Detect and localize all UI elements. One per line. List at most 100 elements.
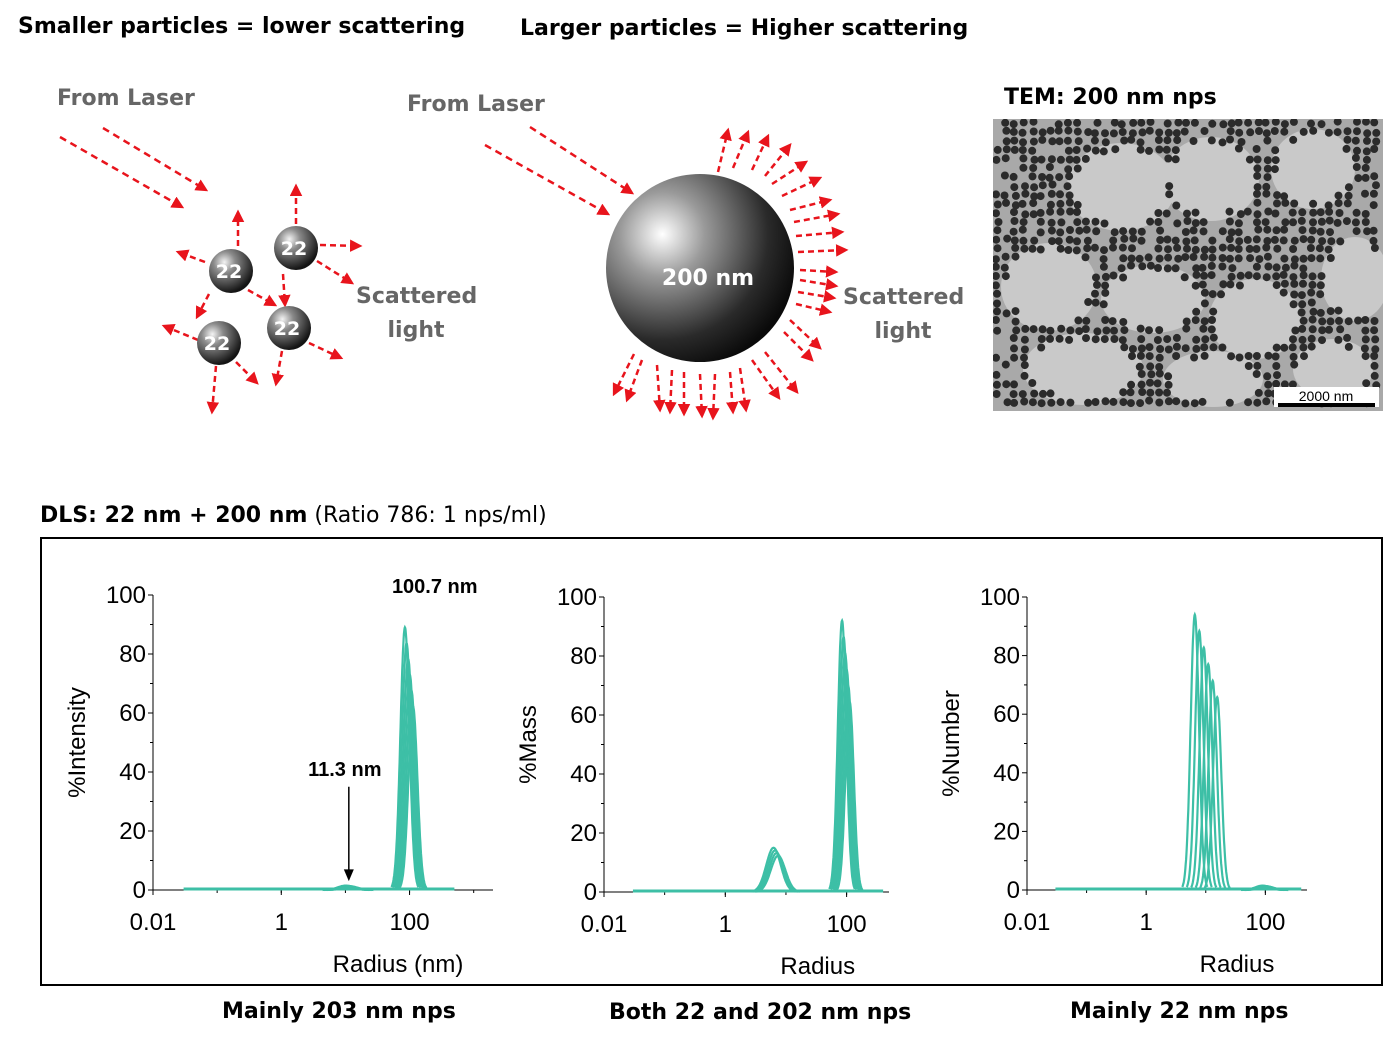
tem-particle	[1011, 146, 1019, 154]
tem-particle	[1037, 228, 1045, 236]
tem-particle	[1300, 317, 1308, 325]
tem-particle	[1192, 282, 1200, 290]
tem-particle	[1370, 326, 1378, 334]
tem-particle	[1316, 244, 1324, 252]
tem-particle	[1010, 120, 1018, 128]
tem-particle	[1263, 226, 1271, 234]
tem-particle	[1325, 326, 1333, 334]
tem-particle	[1272, 362, 1280, 370]
tem-particle	[1289, 245, 1297, 253]
tem-particle	[1057, 218, 1065, 226]
y-axis-label: %Intensity	[64, 687, 91, 798]
tem-particle	[1253, 164, 1261, 172]
tem-particle	[1352, 137, 1360, 145]
scatter-arrow	[782, 178, 820, 196]
tem-particle	[1335, 199, 1343, 207]
tem-particle	[1119, 254, 1127, 262]
tem-particle	[1192, 336, 1200, 344]
tem-particle	[1120, 326, 1128, 334]
tem-particle	[1253, 272, 1261, 280]
dls-title-bold: DLS: 22 nm + 200 nm	[40, 503, 307, 528]
tem-particle	[1047, 127, 1055, 135]
tem-particle	[1300, 235, 1308, 243]
tem-particle	[1228, 273, 1236, 281]
tem-particle	[1226, 136, 1234, 144]
tem-particle	[1164, 120, 1172, 128]
tem-particle	[1109, 237, 1117, 245]
tem-particle	[1073, 119, 1081, 127]
tem-particle	[1154, 336, 1162, 344]
tem-particle	[1002, 380, 1010, 388]
tem-particle	[1163, 210, 1171, 218]
tem-particle	[1127, 136, 1135, 144]
tem-particle	[1019, 138, 1027, 146]
number-chart: 0204060801000.011100%NumberRadius	[925, 570, 1345, 982]
tem-particle	[1226, 218, 1234, 226]
tem-particle	[1019, 129, 1027, 137]
tem-particle	[1083, 145, 1091, 153]
tem-particle	[1138, 262, 1146, 270]
tem-particle	[1210, 343, 1218, 351]
tem-particle	[1183, 245, 1191, 253]
tem-particle	[1190, 253, 1198, 261]
tem-particle	[1012, 318, 1020, 326]
tem-particle	[1110, 129, 1118, 137]
tem-particle	[1209, 308, 1217, 316]
tem-particle	[1199, 281, 1207, 289]
tem-particle	[1066, 156, 1074, 164]
tem-particle	[1310, 308, 1318, 316]
tem-particle	[1092, 335, 1100, 343]
tem-particle	[1011, 244, 1019, 252]
tem-particle	[1182, 228, 1190, 236]
tem-particle	[1083, 226, 1091, 234]
tem-particle	[1163, 389, 1171, 397]
tem-particle	[993, 300, 1001, 308]
tem-particle	[1327, 307, 1335, 315]
scatter-arrow	[670, 370, 672, 412]
tem-particle	[1128, 255, 1136, 263]
tem-particle	[1316, 254, 1324, 262]
tem-particle	[1073, 246, 1081, 254]
tem-particle	[1345, 183, 1353, 191]
tem-particle	[1038, 156, 1046, 164]
tem-particle	[1155, 399, 1163, 407]
tem-particle	[1362, 379, 1370, 387]
tem-particle	[1244, 119, 1252, 127]
tem-particle	[1118, 264, 1126, 272]
scattered-line1: Scattered	[843, 281, 963, 315]
tem-particle	[1192, 219, 1200, 227]
tem-particle	[1136, 399, 1144, 407]
tem-particle	[1262, 397, 1270, 405]
tem-particle	[1037, 192, 1045, 200]
tem-particle	[1066, 208, 1074, 216]
tem-particle	[1137, 146, 1145, 154]
tem-particle	[1029, 245, 1037, 253]
tem-particle	[993, 307, 1001, 315]
tem-particle	[1228, 228, 1236, 236]
tem-particle	[1173, 334, 1181, 342]
scatter-arrow	[752, 360, 779, 398]
scatter-arrow	[248, 290, 275, 305]
tem-particle	[1282, 264, 1290, 272]
tem-particle	[1055, 173, 1063, 181]
tem-particle	[1172, 264, 1180, 272]
peak-annotation: 100.7 nm	[392, 576, 478, 598]
tem-particle	[1028, 379, 1036, 387]
tem-particle	[1226, 208, 1234, 216]
tem-particle	[1372, 138, 1380, 146]
tem-particle	[1002, 361, 1010, 369]
scatter-arrow	[178, 252, 205, 262]
tem-particle	[1102, 397, 1110, 405]
tem-particle	[1255, 389, 1263, 397]
scatter-arrow	[790, 200, 830, 210]
y-tick-label: 40	[993, 760, 1020, 787]
tem-particle	[1219, 227, 1227, 235]
tem-particle	[1174, 255, 1182, 263]
tem-particle	[1155, 136, 1163, 144]
tem-particle	[1317, 309, 1325, 317]
tem-particle	[1226, 399, 1234, 407]
tem-particle	[1353, 227, 1361, 235]
tem-particle	[1110, 335, 1118, 343]
small-particle-label: 22	[274, 318, 300, 340]
tem-particle	[1191, 119, 1199, 127]
